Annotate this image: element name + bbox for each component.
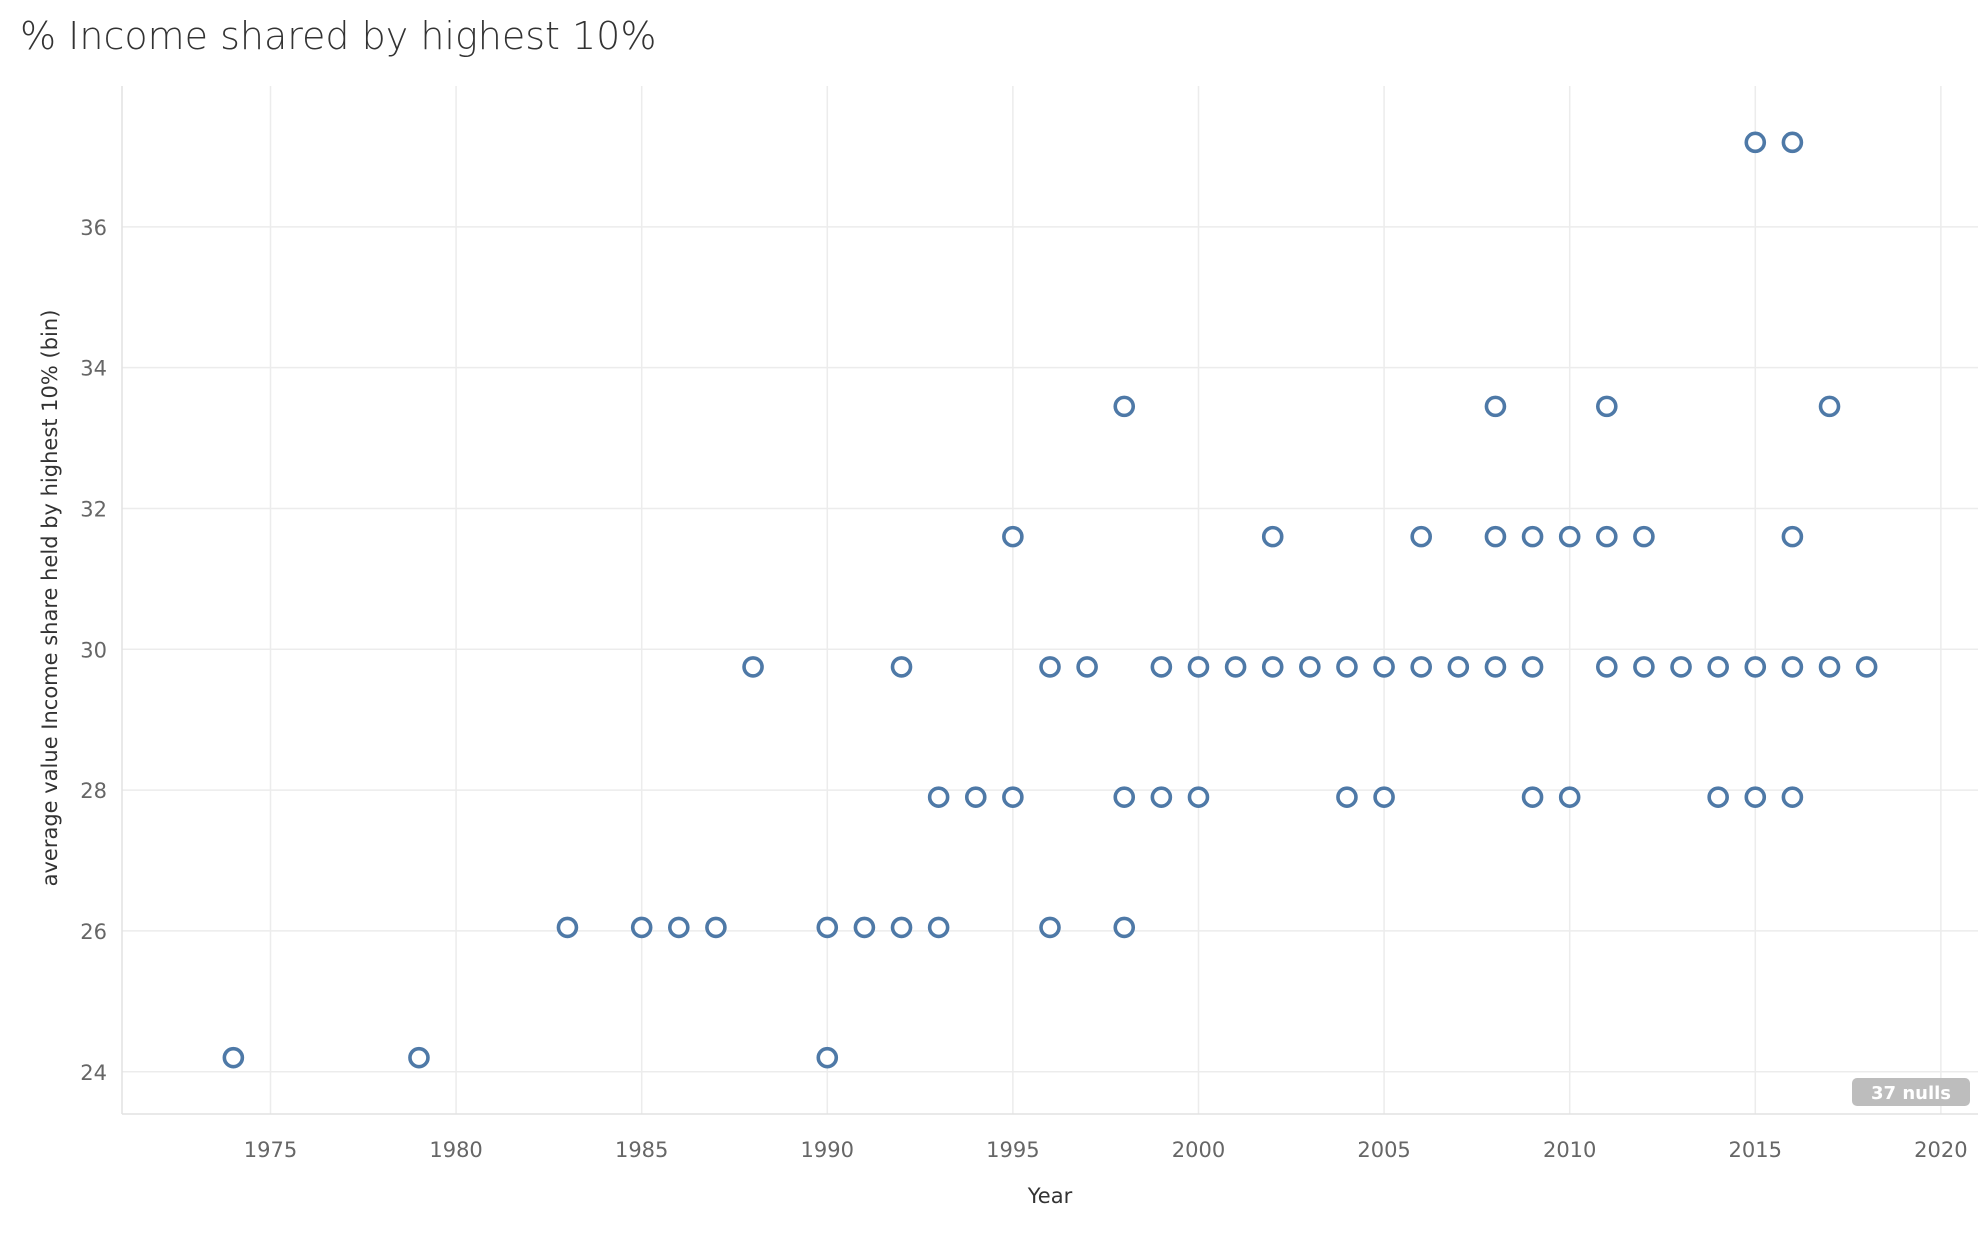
x-tick-label: 2015 xyxy=(1729,1138,1782,1162)
data-point[interactable] xyxy=(1818,395,1841,418)
data-point[interactable] xyxy=(1002,525,1024,548)
data-point[interactable] xyxy=(853,916,876,939)
data-point[interactable] xyxy=(705,916,727,939)
data-point[interactable] xyxy=(1596,656,1618,678)
data-point[interactable] xyxy=(1113,916,1136,939)
x-tick-label: 1985 xyxy=(615,1138,668,1162)
data-point[interactable] xyxy=(1744,656,1767,678)
point-layer xyxy=(222,131,1878,1069)
data-point[interactable] xyxy=(890,656,913,678)
data-point[interactable] xyxy=(1558,525,1581,548)
data-point[interactable] xyxy=(927,916,950,939)
data-point[interactable] xyxy=(1410,525,1432,548)
data-point[interactable] xyxy=(222,1046,245,1069)
data-point[interactable] xyxy=(1076,656,1098,678)
y-tick-label: 26 xyxy=(80,920,107,944)
data-point[interactable] xyxy=(1484,525,1507,548)
data-point[interactable] xyxy=(1113,786,1136,808)
data-point[interactable] xyxy=(1521,525,1544,548)
data-point[interactable] xyxy=(1336,656,1358,678)
data-point[interactable] xyxy=(1670,656,1692,678)
y-tick-label: 28 xyxy=(80,779,107,803)
y-tick-label: 36 xyxy=(80,216,107,240)
data-point[interactable] xyxy=(1744,786,1767,808)
data-point[interactable] xyxy=(1447,656,1470,678)
x-tick-label: 1995 xyxy=(986,1138,1039,1162)
data-point[interactable] xyxy=(1113,395,1136,418)
axis-layer: 1975 1980 1985 1990 1995 2000 2005 2010 2015 2020… xyxy=(80,86,1978,1162)
data-point[interactable] xyxy=(1224,656,1247,678)
data-point[interactable] xyxy=(1781,525,1804,548)
data-point[interactable] xyxy=(1261,656,1284,678)
data-point[interactable] xyxy=(1633,525,1655,548)
data-point[interactable] xyxy=(742,656,764,678)
data-point[interactable] xyxy=(1187,786,1210,808)
data-point[interactable] xyxy=(556,916,579,939)
data-point[interactable] xyxy=(667,916,690,939)
x-tick-label: 1980 xyxy=(429,1138,482,1162)
x-tick-label: 2000 xyxy=(1172,1138,1225,1162)
data-point[interactable] xyxy=(408,1046,430,1069)
data-point[interactable] xyxy=(1187,656,1210,678)
data-point[interactable] xyxy=(630,916,653,939)
data-point[interactable] xyxy=(1744,131,1767,154)
data-point[interactable] xyxy=(1039,656,1061,678)
data-point[interactable] xyxy=(1707,656,1729,678)
data-point[interactable] xyxy=(1781,131,1804,154)
data-point[interactable] xyxy=(1373,786,1395,808)
data-point[interactable] xyxy=(1707,786,1729,808)
data-point[interactable] xyxy=(1484,656,1507,678)
data-point[interactable] xyxy=(1002,786,1024,808)
x-tick-label: 2005 xyxy=(1357,1138,1410,1162)
x-tick-label: 1990 xyxy=(801,1138,854,1162)
data-point[interactable] xyxy=(1558,786,1581,808)
data-point[interactable] xyxy=(1596,395,1618,418)
y-axis-title: average value Income share held by highe… xyxy=(38,310,62,887)
null-badge-label: 37 nulls xyxy=(1871,1083,1951,1104)
data-point[interactable] xyxy=(1150,656,1173,678)
data-point[interactable] xyxy=(1336,786,1358,808)
y-tick-label: 30 xyxy=(80,638,107,662)
data-point[interactable] xyxy=(1781,656,1804,678)
data-point[interactable] xyxy=(1373,656,1395,678)
data-point[interactable] xyxy=(1299,656,1321,678)
data-point[interactable] xyxy=(1521,656,1544,678)
x-tick-label: 2020 xyxy=(1914,1138,1967,1162)
data-point[interactable] xyxy=(816,916,839,939)
data-point[interactable] xyxy=(1781,786,1804,808)
data-point[interactable] xyxy=(964,786,987,808)
data-point[interactable] xyxy=(1521,786,1544,808)
data-point[interactable] xyxy=(1855,656,1878,678)
data-point[interactable] xyxy=(816,1046,839,1069)
y-tick-label: 32 xyxy=(80,497,107,521)
x-tick-label: 2010 xyxy=(1543,1138,1596,1162)
data-point[interactable] xyxy=(1596,525,1618,548)
data-point[interactable] xyxy=(1150,786,1173,808)
data-point[interactable] xyxy=(1039,916,1061,939)
grid-layer xyxy=(122,86,1978,1114)
x-tick-label: 1975 xyxy=(244,1138,297,1162)
data-point[interactable] xyxy=(1484,395,1507,418)
null-badge-bg xyxy=(1852,1078,1970,1106)
data-point[interactable] xyxy=(927,786,950,808)
y-tick-label: 24 xyxy=(80,1061,107,1085)
y-tick-label: 34 xyxy=(80,357,107,381)
x-axis-title: Year xyxy=(1027,1184,1073,1208)
data-point[interactable] xyxy=(1410,656,1432,678)
data-point[interactable] xyxy=(1633,656,1655,678)
data-point[interactable] xyxy=(1261,525,1284,548)
data-point[interactable] xyxy=(1818,656,1841,678)
data-point[interactable] xyxy=(890,916,913,939)
chart-title: % Income shared by highest 10% xyxy=(20,14,657,58)
null-badge[interactable]: 37 nulls xyxy=(1852,1078,1970,1106)
